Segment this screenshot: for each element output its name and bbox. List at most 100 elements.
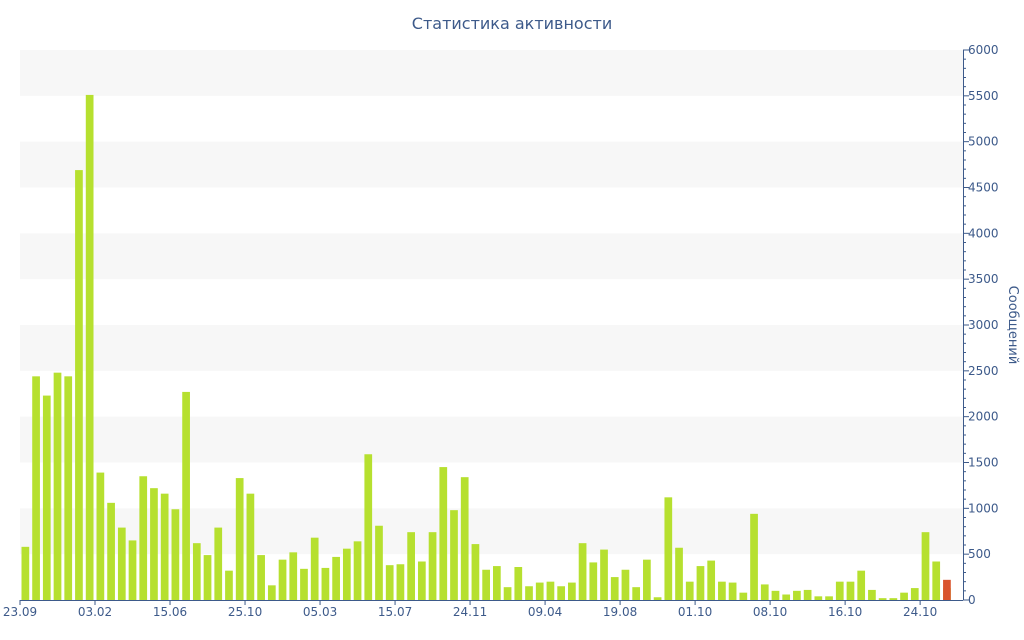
bar xyxy=(664,497,673,600)
y-tick-label: 4500 xyxy=(968,181,999,195)
bar xyxy=(707,560,716,600)
x-tick-label: 19.08 xyxy=(603,605,637,619)
bar xyxy=(503,587,512,600)
y-axis: 0 500 1000 1500 2000 2500 3000 3500 4000 4500 5000… xyxy=(963,43,999,607)
y-tick-label: 4000 xyxy=(968,226,999,240)
bar xyxy=(653,597,662,600)
bar xyxy=(739,592,748,600)
bar xyxy=(675,547,683,600)
bar xyxy=(225,570,233,600)
bar xyxy=(643,559,651,600)
bar xyxy=(353,541,362,600)
grid-band xyxy=(20,233,963,280)
bar xyxy=(53,372,62,600)
y-tick-label: 2500 xyxy=(968,364,999,378)
bar xyxy=(696,566,705,600)
x-tick-label: 03.02 xyxy=(78,605,112,619)
bar xyxy=(85,94,94,601)
bar xyxy=(375,525,383,600)
bar xyxy=(621,569,630,600)
bar xyxy=(568,582,576,600)
y-tick-label: 1500 xyxy=(968,456,999,470)
bar xyxy=(342,548,351,600)
bar xyxy=(321,567,330,600)
bar xyxy=(493,566,501,600)
bar xyxy=(235,478,244,600)
bar xyxy=(525,586,533,600)
bar xyxy=(750,513,758,600)
y-tick-label: 5500 xyxy=(968,89,999,103)
bar xyxy=(257,555,265,600)
bar xyxy=(385,565,394,600)
grid-band xyxy=(20,50,963,96)
x-tick-label: 09.04 xyxy=(528,605,562,619)
bar xyxy=(150,488,158,600)
bar xyxy=(546,581,555,600)
bar xyxy=(557,586,566,600)
x-tick-label: 01.10 xyxy=(678,605,712,619)
bar xyxy=(610,577,619,600)
bar xyxy=(203,555,212,600)
bar xyxy=(482,569,490,600)
bar xyxy=(171,509,180,600)
bar xyxy=(900,592,908,600)
bar xyxy=(514,567,523,600)
bar xyxy=(246,493,255,600)
bar xyxy=(289,552,298,600)
bar xyxy=(332,556,340,600)
x-tick-label: 24.11 xyxy=(453,605,487,619)
bar xyxy=(578,543,587,600)
bars xyxy=(21,94,951,601)
grid-bands xyxy=(20,50,963,555)
bar xyxy=(192,543,201,600)
grid-band xyxy=(20,141,963,188)
bar xyxy=(300,568,308,600)
bar xyxy=(921,532,930,600)
bar xyxy=(139,476,148,600)
bar xyxy=(364,454,373,600)
bar xyxy=(600,549,608,600)
bar xyxy=(182,391,190,600)
x-axis: 23.09 03.02 15.06 25.10 05.03 15.07 24.11 09.04… xyxy=(3,600,963,619)
bar xyxy=(21,546,30,600)
bar xyxy=(771,590,780,600)
grid-band xyxy=(20,325,963,371)
grid-band xyxy=(20,416,963,463)
bar xyxy=(868,589,876,600)
y-tick-label: 2000 xyxy=(968,410,999,424)
bar xyxy=(782,594,791,600)
bar xyxy=(310,537,319,600)
bar xyxy=(878,598,887,600)
bar xyxy=(107,502,115,600)
bar xyxy=(407,532,415,600)
bar xyxy=(632,587,641,600)
bar xyxy=(64,376,73,600)
bar xyxy=(439,467,448,600)
y-tick-label: 3000 xyxy=(968,318,999,332)
y-tick-label: 3500 xyxy=(968,272,999,286)
bar xyxy=(932,561,941,600)
bar xyxy=(760,584,769,600)
bar xyxy=(428,532,437,600)
bar xyxy=(214,527,223,600)
bar xyxy=(889,598,898,600)
bar xyxy=(128,540,137,600)
bar xyxy=(42,395,51,600)
y-axis-title: Сообщений xyxy=(1005,286,1020,365)
x-tick-label: 08.10 xyxy=(753,605,787,619)
bar-highlight xyxy=(943,579,951,600)
bar xyxy=(685,581,694,600)
y-tick-label: 1000 xyxy=(968,501,999,515)
bar xyxy=(32,376,40,600)
bar xyxy=(825,596,833,600)
bar xyxy=(803,589,812,600)
bar xyxy=(460,477,469,600)
bar xyxy=(471,544,480,600)
x-tick-label: 16.10 xyxy=(828,605,862,619)
x-tick-label: 23.09 xyxy=(3,605,37,619)
bar xyxy=(278,559,287,600)
y-tick-label: 500 xyxy=(968,547,991,561)
bar xyxy=(535,582,544,600)
bar xyxy=(117,527,126,600)
